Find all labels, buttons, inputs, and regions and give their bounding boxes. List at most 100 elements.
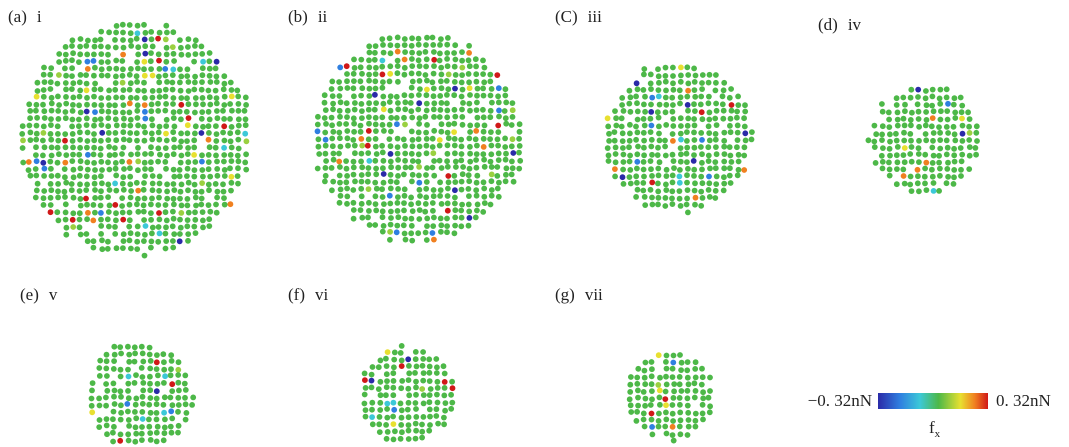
atom bbox=[691, 116, 697, 122]
atom bbox=[684, 64, 690, 70]
atom bbox=[434, 406, 440, 412]
atom bbox=[721, 108, 727, 114]
atom bbox=[119, 159, 125, 165]
atom bbox=[685, 359, 691, 365]
atom bbox=[395, 173, 401, 179]
atom bbox=[154, 352, 160, 358]
atom bbox=[163, 202, 169, 208]
atom bbox=[693, 195, 699, 201]
atom bbox=[431, 49, 437, 55]
atom bbox=[409, 56, 415, 62]
atom bbox=[33, 195, 39, 201]
atom bbox=[99, 66, 105, 72]
atom bbox=[330, 106, 336, 112]
atom bbox=[134, 95, 140, 101]
atom bbox=[427, 378, 433, 384]
atom bbox=[923, 95, 929, 101]
atom bbox=[713, 131, 719, 137]
atom bbox=[358, 136, 364, 142]
atom bbox=[85, 167, 91, 173]
atom bbox=[112, 231, 118, 237]
atom bbox=[140, 416, 146, 422]
atom bbox=[381, 128, 387, 134]
atom bbox=[872, 123, 878, 129]
atom bbox=[99, 73, 105, 79]
atom bbox=[635, 403, 641, 409]
atom bbox=[670, 138, 676, 144]
atom bbox=[886, 124, 892, 130]
atom bbox=[185, 166, 191, 172]
atom bbox=[99, 237, 105, 243]
atom bbox=[419, 422, 425, 428]
atom bbox=[69, 158, 75, 164]
atom bbox=[635, 366, 641, 372]
atom bbox=[448, 392, 454, 398]
atom bbox=[170, 245, 176, 251]
atom bbox=[221, 152, 227, 158]
atom bbox=[206, 130, 212, 136]
atom bbox=[92, 44, 98, 50]
panel-label: (a)i bbox=[8, 7, 42, 26]
atom bbox=[70, 37, 76, 43]
atom bbox=[91, 123, 97, 129]
atom bbox=[517, 158, 523, 164]
atom bbox=[78, 110, 84, 116]
atom bbox=[937, 101, 943, 107]
atom bbox=[473, 71, 479, 77]
atom bbox=[727, 165, 733, 171]
atom bbox=[452, 136, 458, 142]
atom bbox=[642, 424, 648, 430]
atom bbox=[958, 95, 964, 101]
atom bbox=[628, 109, 634, 115]
atom bbox=[452, 187, 458, 193]
atom bbox=[466, 136, 472, 142]
atom bbox=[120, 174, 126, 180]
atom bbox=[105, 115, 111, 121]
atom bbox=[489, 178, 495, 184]
atom bbox=[488, 202, 494, 208]
atom bbox=[452, 223, 458, 229]
atom bbox=[155, 108, 161, 114]
atom bbox=[96, 365, 102, 371]
atom bbox=[330, 101, 336, 107]
atom bbox=[199, 159, 205, 165]
atom bbox=[170, 29, 176, 35]
atom bbox=[206, 123, 212, 129]
atom bbox=[381, 106, 387, 112]
atom bbox=[641, 130, 647, 136]
atom bbox=[140, 374, 146, 380]
cluster bbox=[866, 86, 980, 194]
atom bbox=[63, 52, 69, 58]
atom bbox=[951, 181, 957, 187]
atom bbox=[706, 187, 712, 193]
atom bbox=[466, 101, 472, 107]
atom bbox=[908, 95, 914, 101]
atom bbox=[127, 238, 133, 244]
atom bbox=[459, 65, 465, 71]
atom bbox=[184, 410, 190, 416]
atom bbox=[99, 180, 105, 186]
atom bbox=[91, 160, 97, 166]
atom bbox=[401, 200, 407, 206]
atom bbox=[92, 167, 98, 173]
atom bbox=[707, 72, 713, 78]
atom bbox=[424, 237, 430, 243]
atom bbox=[670, 180, 676, 186]
atom bbox=[706, 153, 712, 159]
atom bbox=[105, 137, 111, 143]
atom bbox=[48, 181, 54, 187]
atom bbox=[446, 122, 452, 128]
atom bbox=[162, 394, 168, 400]
atom bbox=[185, 203, 191, 209]
atom bbox=[743, 138, 749, 144]
atom bbox=[944, 95, 950, 101]
atom bbox=[70, 95, 76, 101]
atom bbox=[424, 143, 430, 149]
atom bbox=[698, 144, 704, 150]
atom bbox=[229, 124, 235, 130]
atom bbox=[641, 411, 647, 417]
atom bbox=[171, 58, 177, 64]
atom bbox=[605, 115, 611, 121]
atom bbox=[916, 109, 922, 115]
atom bbox=[944, 180, 950, 186]
